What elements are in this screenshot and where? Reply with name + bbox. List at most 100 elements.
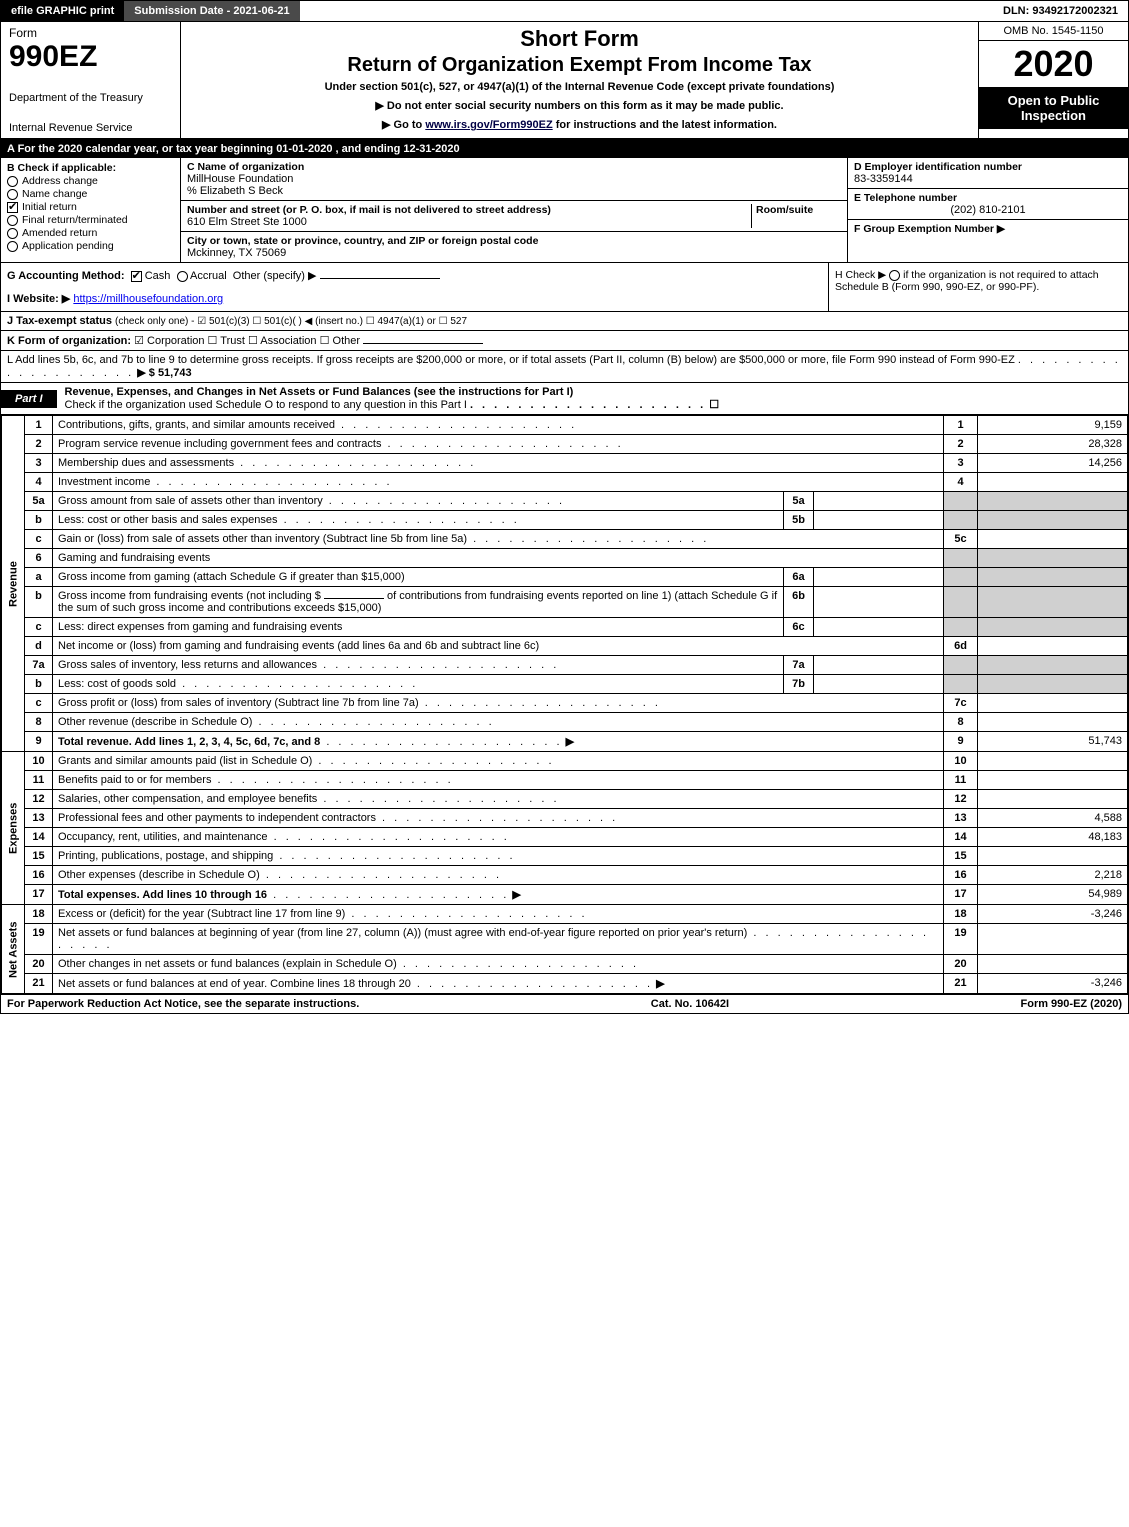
chk-name-change[interactable]: Name change <box>7 188 174 200</box>
other-input[interactable] <box>320 278 440 279</box>
l5c-num: c <box>25 530 53 549</box>
l16-desc: Other expenses (describe in Schedule O) <box>58 869 260 881</box>
city-label: City or town, state or province, country… <box>187 235 841 247</box>
l1-ln: 1 <box>944 416 978 435</box>
l21-ln: 21 <box>944 974 978 994</box>
l6d-ln: 6d <box>944 637 978 656</box>
l6c-sv <box>814 618 944 637</box>
part1-tag: Part I <box>1 390 57 408</box>
k-other-input[interactable] <box>363 343 483 344</box>
l15-num: 15 <box>25 847 53 866</box>
l7c-num: c <box>25 694 53 713</box>
section-b-header: B Check if applicable: <box>7 162 174 174</box>
g-label: G Accounting Method: <box>7 270 125 282</box>
l13-num: 13 <box>25 809 53 828</box>
l14-ln: 14 <box>944 828 978 847</box>
chk-initial-return[interactable]: Initial return <box>7 201 174 213</box>
l6b-sv <box>814 587 944 618</box>
l18-amt: -3,246 <box>978 905 1128 924</box>
l10-desc: Grants and similar amounts paid (list in… <box>58 755 312 767</box>
chk-name-change-label: Name change <box>22 188 87 200</box>
cash-label: Cash <box>145 270 171 282</box>
chk-accrual[interactable] <box>177 271 188 282</box>
row-l: L Add lines 5b, 6c, and 7b to line 9 to … <box>1 351 1128 383</box>
section-h: H Check ▶ if the organization is not req… <box>828 263 1128 311</box>
l20-amt <box>978 955 1128 974</box>
room-label: Room/suite <box>756 204 841 216</box>
l5c-desc: Gain or (loss) from sale of assets other… <box>58 533 467 545</box>
l6b-blank[interactable] <box>324 598 384 599</box>
city-value: Mckinney, TX 75069 <box>187 247 841 259</box>
chk-cash[interactable] <box>131 271 142 282</box>
ein-label: D Employer identification number <box>854 161 1122 173</box>
l6a-num: a <box>25 568 53 587</box>
l3-desc: Membership dues and assessments <box>58 457 234 469</box>
l5b-desc: Less: cost or other basis and sales expe… <box>58 514 278 526</box>
l2-desc: Program service revenue including govern… <box>58 438 381 450</box>
l3-num: 3 <box>25 454 53 473</box>
l6b-desc1: Gross income from fundraising events (no… <box>58 590 321 602</box>
l10-num: 10 <box>25 752 53 771</box>
chk-address-change[interactable]: Address change <box>7 175 174 187</box>
l2-ln: 2 <box>944 435 978 454</box>
l6a-desc: Gross income from gaming (attach Schedul… <box>53 568 784 587</box>
open-to-public: Open to Public Inspection <box>979 87 1128 129</box>
l17-num: 17 <box>25 885 53 905</box>
row-j: J Tax-exempt status (check only one) - ☑… <box>1 312 1128 331</box>
l17-amt: 54,989 <box>978 885 1128 905</box>
chk-final-return[interactable]: Final return/terminated <box>7 214 174 226</box>
l7c-ln: 7c <box>944 694 978 713</box>
footer-mid: Cat. No. 10642I <box>651 998 729 1010</box>
l15-desc: Printing, publications, postage, and shi… <box>58 850 273 862</box>
l8-ln: 8 <box>944 713 978 732</box>
l4-ln: 4 <box>944 473 978 492</box>
l14-desc: Occupancy, rent, utilities, and maintena… <box>58 831 268 843</box>
phone-label: E Telephone number <box>854 192 1122 204</box>
l11-desc: Benefits paid to or for members <box>58 774 211 786</box>
part1-checkline: Check if the organization used Schedule … <box>65 399 467 411</box>
j-label: J Tax-exempt status <box>7 315 112 327</box>
k-rest: ☑ Corporation ☐ Trust ☐ Association ☐ Ot… <box>134 335 360 347</box>
accrual-label: Accrual <box>190 270 227 282</box>
chk-address-change-label: Address change <box>22 175 98 187</box>
chk-amended-return[interactable]: Amended return <box>7 227 174 239</box>
website-link[interactable]: https://millhousefoundation.org <box>73 293 223 305</box>
h-text1: H Check ▶ <box>835 269 886 281</box>
tax-year: 2020 <box>979 41 1128 87</box>
l3-ln: 3 <box>944 454 978 473</box>
info-grid: B Check if applicable: Address change Na… <box>1 158 1128 263</box>
l7a-desc: Gross sales of inventory, less returns a… <box>58 659 317 671</box>
chk-h[interactable] <box>889 270 900 281</box>
part1-checkval[interactable]: ☐ <box>709 399 719 411</box>
efile-print-button[interactable]: efile GRAPHIC print <box>1 1 124 21</box>
l-amount: ▶ $ 51,743 <box>137 367 191 379</box>
l21-desc: Net assets or fund balances at end of ye… <box>58 978 411 990</box>
l6c-sn: 6c <box>784 618 814 637</box>
l21-arrow: ▶ <box>656 978 664 990</box>
l7a-sv <box>814 656 944 675</box>
l18-desc: Excess or (deficit) for the year (Subtra… <box>58 908 345 920</box>
l2-num: 2 <box>25 435 53 454</box>
l9-ln: 9 <box>944 732 978 752</box>
l8-amt <box>978 713 1128 732</box>
l9-num: 9 <box>25 732 53 752</box>
irs-link[interactable]: www.irs.gov/Form990EZ <box>425 119 552 131</box>
chk-initial-return-label: Initial return <box>22 201 77 213</box>
chk-application-pending[interactable]: Application pending <box>7 240 174 252</box>
l12-amt <box>978 790 1128 809</box>
l13-ln: 13 <box>944 809 978 828</box>
l6a-sn: 6a <box>784 568 814 587</box>
l19-ln: 19 <box>944 924 978 955</box>
k-label: K Form of organization: <box>7 335 131 347</box>
l7b-num: b <box>25 675 53 694</box>
title-return: Return of Organization Exempt From Incom… <box>189 54 970 77</box>
l11-ln: 11 <box>944 771 978 790</box>
form-header: Form 990EZ Department of the Treasury In… <box>1 22 1128 140</box>
title-short-form: Short Form <box>189 26 970 52</box>
l16-num: 16 <box>25 866 53 885</box>
phone-value: (202) 810-2101 <box>854 204 1122 216</box>
l11-amt <box>978 771 1128 790</box>
expenses-side-label: Expenses <box>2 752 25 905</box>
l6b-sn: 6b <box>784 587 814 618</box>
l6c-num: c <box>25 618 53 637</box>
